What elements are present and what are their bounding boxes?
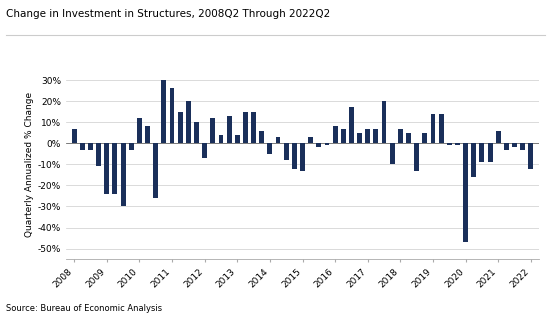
Bar	[210, 118, 215, 143]
Bar	[308, 137, 313, 143]
Bar	[129, 143, 134, 149]
Bar	[72, 129, 76, 143]
Bar	[104, 143, 109, 194]
Bar	[422, 133, 427, 143]
Bar	[373, 129, 378, 143]
Bar	[292, 143, 297, 168]
Bar	[243, 112, 248, 143]
Bar	[218, 135, 223, 143]
Bar	[480, 143, 485, 162]
Bar	[300, 143, 305, 171]
Bar	[414, 143, 419, 171]
Bar	[227, 116, 232, 143]
Bar	[202, 143, 207, 158]
Bar	[357, 133, 362, 143]
Y-axis label: Quarterly Annualized % Change: Quarterly Annualized % Change	[25, 92, 34, 237]
Bar	[276, 137, 280, 143]
Bar	[161, 80, 166, 143]
Bar	[447, 143, 452, 145]
Bar	[153, 143, 158, 198]
Bar	[145, 126, 150, 143]
Bar	[284, 143, 289, 160]
Text: Change in Investment in Structures, 2008Q2 Through 2022Q2: Change in Investment in Structures, 2008…	[6, 9, 330, 20]
Bar	[455, 143, 460, 145]
Text: Source: Bureau of Economic Analysis: Source: Bureau of Economic Analysis	[6, 304, 162, 313]
Bar	[194, 122, 199, 143]
Bar	[471, 143, 476, 177]
Bar	[267, 143, 272, 154]
Bar	[390, 143, 395, 164]
Bar	[96, 143, 101, 167]
Bar	[259, 131, 264, 143]
Bar	[349, 107, 354, 143]
Bar	[529, 143, 534, 168]
Bar	[137, 118, 142, 143]
Bar	[316, 143, 321, 148]
Bar	[324, 143, 329, 145]
Bar	[463, 143, 468, 242]
Bar	[488, 143, 492, 162]
Bar	[169, 88, 174, 143]
Bar	[88, 143, 93, 149]
Bar	[251, 112, 256, 143]
Bar	[113, 143, 117, 194]
Bar	[398, 129, 403, 143]
Bar	[382, 101, 387, 143]
Bar	[439, 114, 444, 143]
Bar	[235, 135, 240, 143]
Bar	[504, 143, 509, 149]
Bar	[80, 143, 85, 149]
Bar	[178, 112, 183, 143]
Bar	[341, 129, 346, 143]
Bar	[512, 143, 517, 148]
Bar	[496, 131, 500, 143]
Bar	[365, 129, 370, 143]
Bar	[406, 133, 411, 143]
Bar	[186, 101, 191, 143]
Bar	[120, 143, 125, 206]
Bar	[333, 126, 338, 143]
Bar	[431, 114, 436, 143]
Bar	[520, 143, 525, 149]
